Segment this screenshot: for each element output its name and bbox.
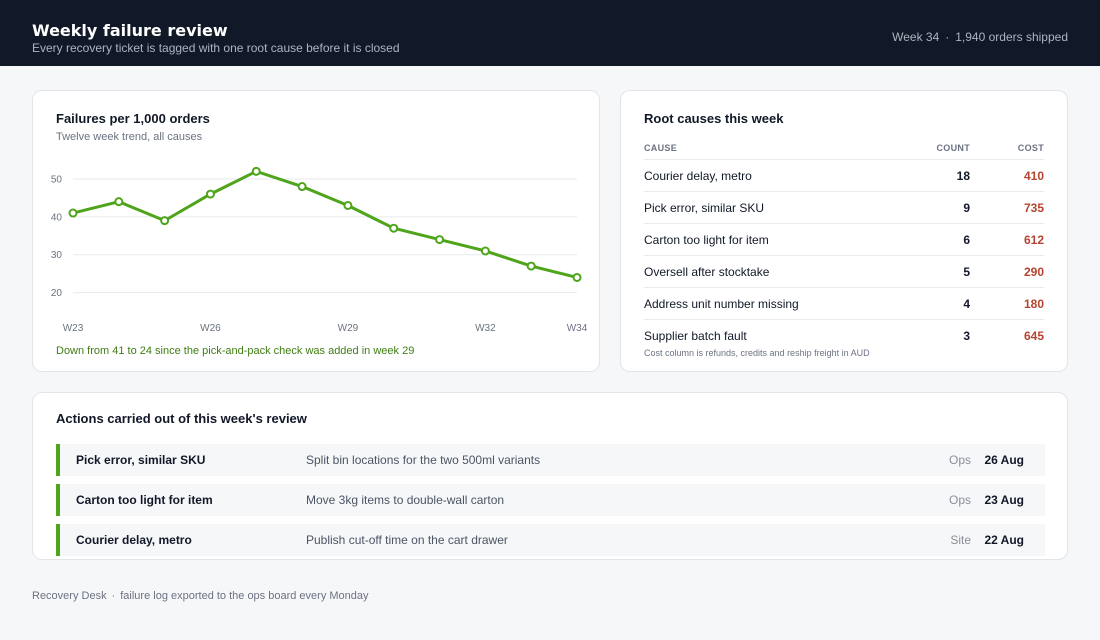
data-point <box>251 166 261 176</box>
action-item: Pick error, similar SKU Split bin locati… <box>56 444 1045 476</box>
root-causes-card: Root causes this week CAUSE COUNT COST C… <box>620 90 1068 372</box>
data-point <box>389 223 399 233</box>
action-description: Move 3kg items to double-wall carton <box>306 493 505 507</box>
x-tick-label: W29 <box>338 323 359 334</box>
footer-separator: · <box>111 590 116 602</box>
header-bar: Weekly failure review Every recovery tic… <box>0 0 1100 66</box>
count-cell: 18 <box>956 169 970 183</box>
footer-text: failure log exported to the ops board ev… <box>120 590 369 602</box>
data-point <box>343 200 353 210</box>
cause-cell: Courier delay, metro <box>644 169 752 183</box>
table-row: Oversell after stocktake 5 290 <box>644 255 1044 287</box>
table-row: Carton too light for item 6 612 <box>644 223 1044 255</box>
column-header-cause: CAUSE <box>644 143 678 153</box>
action-cause: Carton too light for item <box>76 493 213 507</box>
data-point <box>205 189 215 199</box>
cost-footnote: Cost column is refunds, credits and resh… <box>644 348 870 358</box>
week-label: Week 34 <box>892 30 940 44</box>
data-point <box>114 197 124 207</box>
count-cell: 4 <box>963 297 970 311</box>
root-causes-title: Root causes this week <box>644 111 784 126</box>
action-item: Courier delay, metro Publish cut-off tim… <box>56 524 1045 556</box>
cause-cell: Carton too light for item <box>644 233 769 247</box>
cause-cell: Pick error, similar SKU <box>644 201 765 215</box>
count-cell: 9 <box>963 201 970 215</box>
data-point <box>572 272 582 282</box>
table-row: Courier delay, metro 18 410 <box>644 159 1044 191</box>
action-owner: Ops <box>948 493 971 507</box>
count-cell: 3 <box>963 329 970 343</box>
trend-chart: 20 30 40 50 W23 W26 W29 W32 W34 <box>51 166 588 334</box>
y-tick-label: 40 <box>51 212 63 223</box>
series-line <box>71 169 579 279</box>
cost-cell: 645 <box>1023 329 1044 343</box>
cause-cell: Supplier batch fault <box>644 329 747 343</box>
header-meta: Week 34 · 1,940 orders shipped <box>892 30 1068 44</box>
x-tick-label: W26 <box>200 323 221 334</box>
table-row: Pick error, similar SKU 9 735 <box>644 191 1044 223</box>
actions-card: Actions carried out of this week's revie… <box>32 392 1068 560</box>
y-tick-label: 50 <box>51 174 63 185</box>
column-header-cost: COST <box>1017 143 1044 153</box>
action-cause: Pick error, similar SKU <box>76 453 206 467</box>
trend-card: Failures per 1,000 orders Twelve week tr… <box>32 90 600 372</box>
action-cause: Courier delay, metro <box>76 533 192 547</box>
data-point <box>68 208 78 218</box>
action-date: 26 Aug <box>984 453 1024 467</box>
column-header-count: COUNT <box>936 143 970 153</box>
y-tick-label: 20 <box>51 288 63 299</box>
action-item: Carton too light for item Move 3kg items… <box>56 484 1045 516</box>
actions-card-title: Actions carried out of this week's revie… <box>56 411 307 426</box>
table-row: Supplier batch fault 3 645 <box>644 319 1044 351</box>
x-tick-label: W34 <box>567 323 588 334</box>
action-description: Split bin locations for the two 500ml va… <box>306 453 541 467</box>
trend-card-subtitle: Twelve week trend, all causes <box>56 131 203 143</box>
x-tick-label: W32 <box>475 323 496 334</box>
table-row: Address unit number missing 4 180 <box>644 287 1044 319</box>
data-point <box>160 216 170 226</box>
orders-shipped: 1,940 orders shipped <box>955 30 1068 44</box>
footer-source: Recovery Desk <box>32 590 107 602</box>
cost-cell: 410 <box>1023 169 1044 183</box>
page-title: Weekly failure review <box>32 21 228 40</box>
data-point <box>526 261 536 271</box>
data-point <box>480 246 490 256</box>
y-tick-label: 30 <box>51 250 63 261</box>
action-date: 23 Aug <box>984 493 1024 507</box>
count-cell: 6 <box>963 233 970 247</box>
action-owner: Ops <box>948 453 971 467</box>
action-description: Publish cut-off time on the cart drawer <box>306 533 508 547</box>
trend-note: Down from 41 to 24 since the pick-and-pa… <box>56 345 415 357</box>
cause-cell: Oversell after stocktake <box>644 265 770 279</box>
x-tick-label: W23 <box>63 323 84 334</box>
action-owner: Site <box>950 533 971 547</box>
data-point <box>297 182 307 192</box>
cost-cell: 180 <box>1023 297 1044 311</box>
count-cell: 5 <box>963 265 970 279</box>
cost-cell: 735 <box>1023 201 1044 215</box>
cost-cell: 612 <box>1023 233 1044 247</box>
page-subtitle: Every recovery ticket is tagged with one… <box>32 41 400 55</box>
page-footer: Recovery Desk · failure log exported to th… <box>32 590 369 602</box>
cause-cell: Address unit number missing <box>644 297 799 311</box>
action-date: 22 Aug <box>984 533 1024 547</box>
data-point <box>435 235 445 245</box>
trend-card-title: Failures per 1,000 orders <box>56 111 210 126</box>
cost-cell: 290 <box>1023 265 1044 279</box>
meta-separator: · <box>945 30 950 44</box>
